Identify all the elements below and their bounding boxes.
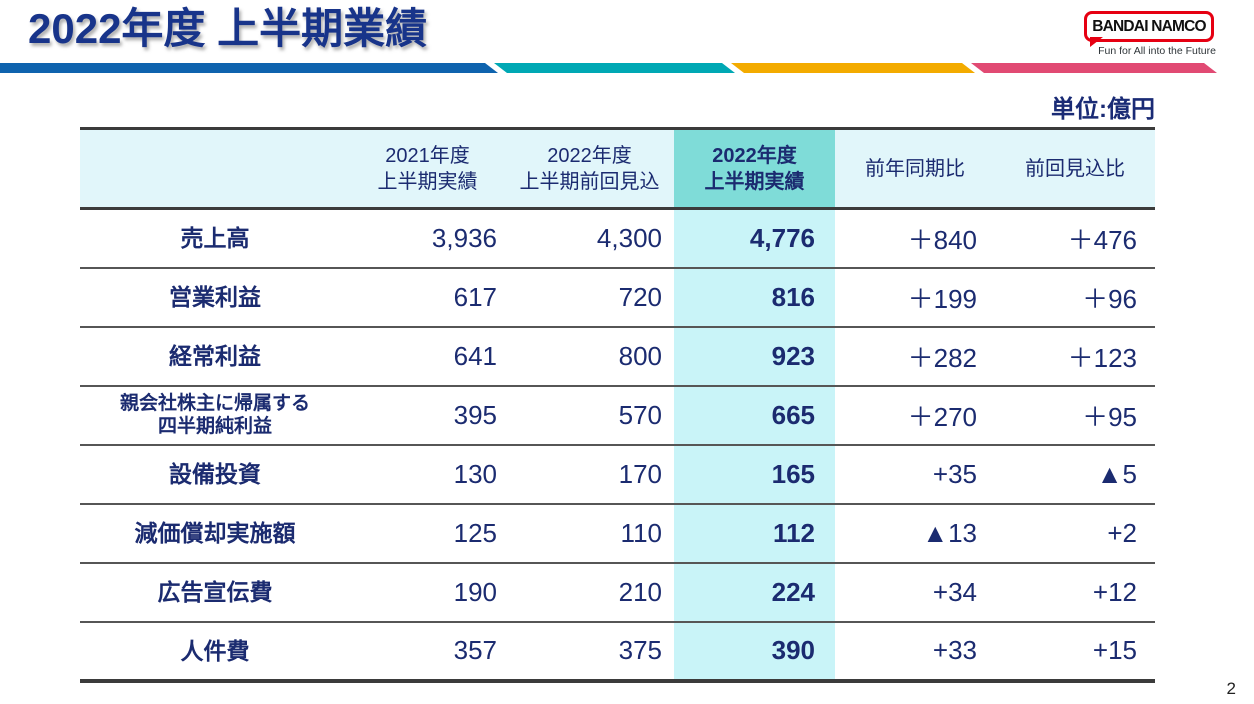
stripe-pink-segment xyxy=(971,63,1217,73)
cell-vs-forecast-change: ▲5 xyxy=(1096,458,1137,489)
cell-fy2021-actual: 3,936 xyxy=(431,222,497,253)
row-label: 減価償却実施額 xyxy=(134,520,296,546)
cell-fy2022-actual: 665 xyxy=(674,385,835,445)
cell-prev-forecast: 210 xyxy=(618,576,662,607)
cell-prev-forecast: 110 xyxy=(620,517,662,548)
column-header-fy2022-h1-prev-forecast: 2022年度 上半期前回見込 xyxy=(505,128,674,209)
cell-fy2021-actual: 190 xyxy=(453,576,497,607)
page-number: 2 xyxy=(1226,679,1236,698)
table-row-depreciation: 減価償却実施額 125 110 112 ▲13 +2 xyxy=(80,503,1155,563)
row-label: 営業利益 xyxy=(169,284,261,310)
column-header-fy2021-h1-actual: 2021年度 上半期実績 xyxy=(350,128,505,209)
column-header-vs-forecast: 前回見込比 xyxy=(995,128,1155,209)
cell-fy2022-actual: 224 xyxy=(674,562,835,622)
cell-fy2022-actual: 390 xyxy=(674,621,835,681)
table-row-ordinary-profit: 経常利益 641 800 923 ＋282 ＋123 xyxy=(80,326,1155,386)
cell-prev-forecast: 720 xyxy=(618,281,662,312)
table-row-capital-expenditure: 設備投資 130 170 165 +35 ▲5 xyxy=(80,444,1155,504)
cell-vs-forecast-change: ＋123 xyxy=(1067,342,1137,373)
logo-bubble-tail-icon xyxy=(1090,37,1103,47)
cell-yoy-change: ＋282 xyxy=(907,342,977,373)
cell-fy2022-actual: 165 xyxy=(674,444,835,504)
column-header-yoy: 前年同期比 xyxy=(835,128,995,209)
cell-yoy-change: +34 xyxy=(932,576,977,607)
cell-fy2022-actual: 816 xyxy=(674,267,835,327)
cell-vs-forecast-change: +2 xyxy=(1107,517,1137,548)
row-label: 設備投資 xyxy=(169,461,261,487)
table-row-advertising-expenses: 広告宣伝費 190 210 224 +34 +12 xyxy=(80,562,1155,622)
logo-speech-bubble: BANDAI NAMCO xyxy=(1084,11,1214,47)
cell-prev-forecast: 375 xyxy=(618,635,662,665)
cell-fy2022-actual: 4,776 xyxy=(674,208,835,268)
bandai-namco-logo: BANDAI NAMCO Fun for All into the Future xyxy=(1084,11,1216,57)
stripe-blue-segment xyxy=(0,63,498,73)
cell-yoy-change: ＋270 xyxy=(907,401,977,432)
cell-vs-forecast-change: +15 xyxy=(1092,635,1137,665)
cell-prev-forecast: 4,300 xyxy=(596,222,662,253)
cell-yoy-change: ＋199 xyxy=(907,283,977,314)
row-label: 経常利益 xyxy=(169,343,261,369)
column-header-fy2022-h1-actual: 2022年度 上半期実績 xyxy=(674,128,835,209)
table-row-operating-profit: 営業利益 617 720 816 ＋199 ＋96 xyxy=(80,267,1155,327)
cell-fy2022-actual: 923 xyxy=(674,326,835,386)
cell-vs-forecast-change: +12 xyxy=(1092,576,1137,607)
cell-yoy-change: +33 xyxy=(932,635,977,665)
cell-fy2021-actual: 357 xyxy=(453,635,497,665)
cell-vs-forecast-change: ＋95 xyxy=(1082,401,1137,432)
row-label: 広告宣伝費 xyxy=(157,579,273,605)
cell-fy2021-actual: 130 xyxy=(453,458,497,489)
cell-fy2021-actual: 641 xyxy=(453,340,497,371)
cell-fy2021-actual: 395 xyxy=(453,399,497,430)
stripe-teal-segment xyxy=(494,63,735,73)
logo-tagline: Fun for All into the Future xyxy=(1098,45,1216,57)
accent-stripe xyxy=(0,63,1217,73)
cell-prev-forecast: 570 xyxy=(618,399,662,430)
row-label: 売上高 xyxy=(180,225,250,252)
row-label: 親会社株主に帰属する 四半期純利益 xyxy=(119,393,310,437)
cell-vs-forecast-change: ＋476 xyxy=(1067,224,1137,255)
cell-yoy-change: +35 xyxy=(932,458,977,489)
table-row-personnel-expenses: 人件費 357 375 390 +33 +15 xyxy=(80,621,1155,681)
column-header-blank xyxy=(80,128,350,209)
cell-yoy-change: ＋840 xyxy=(907,224,977,255)
logo-wordmark: BANDAI NAMCO xyxy=(1092,17,1206,35)
cell-prev-forecast: 170 xyxy=(618,458,662,489)
cell-fy2021-actual: 125 xyxy=(453,517,497,548)
stripe-yellow-segment xyxy=(731,63,975,73)
cell-yoy-change: ▲13 xyxy=(922,517,977,548)
table-row-net-profit-attributable-to-owners: 親会社株主に帰属する 四半期純利益 395 570 665 ＋270 ＋95 xyxy=(80,385,1155,445)
cell-fy2021-actual: 617 xyxy=(453,281,497,312)
table-header-row: 2021年度 上半期実績 2022年度 上半期前回見込 2022年度 上半期実績… xyxy=(80,128,1155,209)
table-row-net-sales: 売上高 3,936 4,300 4,776 ＋840 ＋476 xyxy=(80,208,1155,268)
unit-label: 単位:億円 xyxy=(1051,96,1155,123)
cell-fy2022-actual: 112 xyxy=(674,503,835,563)
row-label: 人件費 xyxy=(180,637,250,664)
cell-vs-forecast-change: ＋96 xyxy=(1082,283,1137,314)
results-table: 2021年度 上半期実績 2022年度 上半期前回見込 2022年度 上半期実績… xyxy=(80,127,1155,683)
cell-prev-forecast: 800 xyxy=(618,340,662,371)
page-title: 2022年度 上半期業績 xyxy=(28,5,428,52)
